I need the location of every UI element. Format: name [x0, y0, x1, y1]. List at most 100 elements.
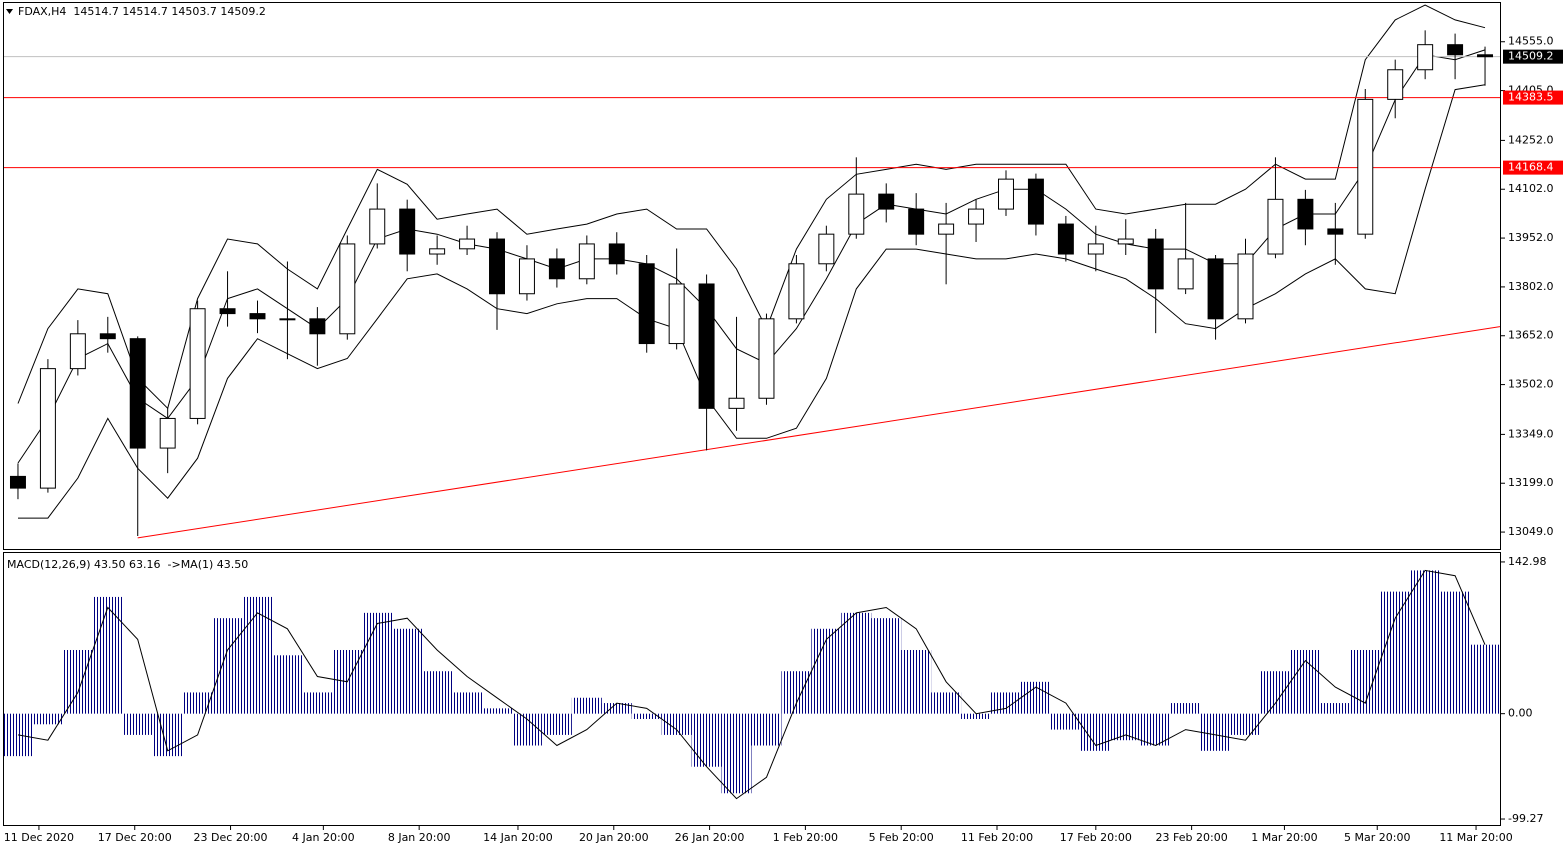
candle-body: [818, 233, 835, 265]
macd-bar: [92, 596, 123, 714]
x-tick-label: 17 Feb 20:00: [1060, 831, 1132, 844]
x-tick-label: 14 Jan 20:00: [483, 831, 553, 844]
macd-bar: [1200, 713, 1231, 751]
candle-body: [878, 193, 895, 210]
x-tick-label: 1 Feb 20:00: [773, 831, 838, 844]
y-tick-label: 142.98: [1508, 555, 1547, 568]
x-tick-label: 23 Feb 20:00: [1156, 831, 1228, 844]
price-frame: [3, 2, 1501, 550]
macd-bar: [1350, 649, 1381, 714]
macd-bar: [1080, 713, 1111, 751]
candle-body: [1057, 223, 1074, 255]
macd-bar: [1110, 713, 1141, 741]
y-tick-label: 13199.0: [1508, 476, 1554, 489]
x-tick-label: 11 Feb 20:00: [961, 831, 1033, 844]
candle-body: [1237, 253, 1254, 320]
candle-body: [399, 208, 416, 255]
macd-bar: [1380, 591, 1411, 714]
candle-body: [908, 208, 925, 235]
candle-body: [1387, 69, 1404, 100]
trendline: [137, 326, 1500, 539]
macd-bar: [571, 697, 602, 714]
price-label: 14168.4: [1508, 161, 1554, 174]
candle-body: [848, 193, 865, 235]
candle-body: [698, 283, 715, 409]
signal-line: [17, 569, 1486, 800]
candle-body: [998, 178, 1014, 210]
macd-bar: [1230, 713, 1261, 735]
price-label-box: [1503, 49, 1563, 64]
x-tick-label: 26 Jan 20:00: [675, 831, 745, 844]
macd-bar: [751, 713, 782, 746]
candle-body: [429, 248, 446, 255]
candle-body: [1117, 238, 1134, 245]
x-tick-label: 1 Mar 20:00: [1251, 831, 1317, 844]
candle-body: [758, 318, 775, 399]
macd-bar: [871, 618, 902, 714]
candle-body: [1087, 243, 1104, 255]
candle-body: [1327, 228, 1344, 235]
candle-body: [309, 318, 326, 335]
axes: 14555.014405.014252.014102.013952.013802…: [4, 35, 1563, 844]
macd-bar: [1410, 570, 1441, 714]
macd-bar: [931, 692, 962, 714]
candle-body: [1477, 54, 1494, 58]
candle-body: [518, 258, 535, 295]
macd-title: MACD(12,26,9) 43.50 63.16 ->MA(1) 43.50: [7, 558, 248, 571]
macd-bar: [242, 596, 273, 714]
macd-bar: [392, 628, 423, 714]
macd-bar: [1290, 649, 1321, 714]
price-label-box: [1503, 90, 1563, 105]
candle-body: [668, 283, 685, 345]
price-pane: [3, 4, 1500, 539]
candle-body: [249, 313, 266, 320]
candle-body: [369, 208, 386, 245]
candle-body: [189, 308, 206, 419]
y-tick-label: 13049.0: [1508, 525, 1554, 538]
macd-bar: [32, 713, 63, 725]
macd-bar: [901, 649, 932, 714]
macd-bar: [3, 713, 33, 757]
candle-body: [39, 368, 56, 489]
x-tick-label: 5 Feb 20:00: [869, 831, 934, 844]
menu-arrow[interactable]: [6, 9, 13, 14]
candle-body: [459, 238, 476, 250]
macd-bar: [302, 692, 333, 714]
x-tick-label: 17 Dec 20:00: [98, 831, 172, 844]
macd-frame: [3, 552, 1501, 826]
candle-body: [788, 263, 805, 320]
candle-body: [608, 243, 625, 265]
price-label-box: [1503, 160, 1563, 175]
x-tick-label: 23 Dec 20:00: [194, 831, 268, 844]
candle-body: [1027, 178, 1044, 225]
candle-body: [1297, 198, 1314, 230]
candle-body: [219, 308, 236, 315]
candle-body: [99, 333, 116, 340]
candle-body: [1447, 44, 1464, 56]
macd-bar: [422, 671, 453, 714]
macd-bar: [122, 713, 153, 735]
price-title: FDAX,H4 14514.7 14514.7 14503.7 14509.2: [18, 5, 266, 18]
candle-body: [1357, 98, 1374, 235]
candle-body: [339, 243, 356, 335]
macd-bar: [601, 703, 632, 714]
x-tick-label: 5 Mar 20:00: [1344, 831, 1410, 844]
candle-body: [548, 258, 565, 280]
macd-bar: [721, 713, 752, 794]
macd-bar: [212, 618, 243, 714]
candle-body: [1417, 44, 1434, 71]
macd-bar: [661, 713, 692, 735]
macd-bar: [1260, 671, 1291, 714]
y-tick-label: 13349.0: [1508, 427, 1554, 440]
x-tick-label: 8 Jan 20:00: [388, 831, 451, 844]
candle-body: [938, 223, 955, 235]
macd-bar: [991, 692, 1021, 714]
macd-bar: [452, 692, 483, 714]
candle-body: [638, 263, 655, 345]
candle-body: [1147, 238, 1164, 290]
candle-body: [129, 338, 146, 449]
y-tick-label: -99.27: [1508, 812, 1543, 825]
macd-bar: [1320, 703, 1351, 714]
